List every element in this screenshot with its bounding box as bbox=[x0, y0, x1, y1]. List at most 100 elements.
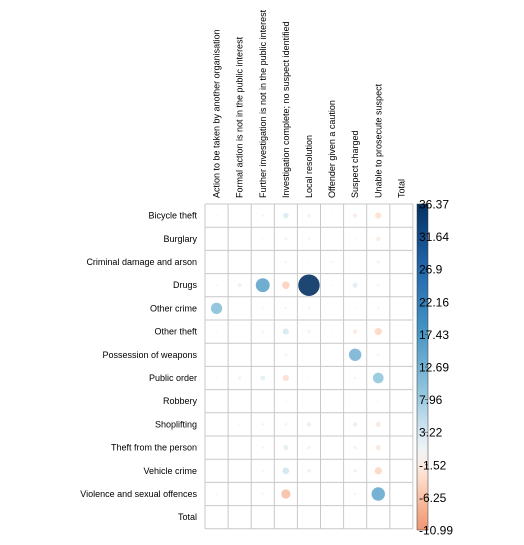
cell-circle bbox=[237, 283, 242, 288]
cell-circle bbox=[308, 400, 310, 402]
cell-circle bbox=[354, 307, 357, 310]
cell-circle bbox=[308, 353, 310, 356]
cell-circle bbox=[372, 372, 384, 384]
cell-circle bbox=[374, 467, 382, 475]
cell-circle bbox=[282, 467, 290, 475]
column-label: Investigation complete; no suspect ident… bbox=[281, 21, 291, 198]
cell-circle bbox=[261, 446, 265, 449]
cell-circle bbox=[282, 374, 289, 382]
column-label: Total bbox=[396, 179, 406, 198]
cell-circle bbox=[376, 283, 380, 287]
cell-circle bbox=[298, 274, 320, 296]
cell-circle bbox=[238, 376, 242, 380]
row-label: Public order bbox=[149, 373, 197, 383]
cell-circle bbox=[331, 447, 333, 449]
cell-circle bbox=[215, 492, 218, 496]
colorbar-tick-label: -10.99 bbox=[419, 524, 453, 538]
colorbar-tick-label: 36.37 bbox=[419, 198, 449, 212]
cell-circle bbox=[354, 237, 357, 240]
cell-circle bbox=[284, 260, 288, 264]
cell-circle bbox=[215, 446, 218, 449]
cell-circle bbox=[307, 307, 311, 310]
cell-circle bbox=[282, 328, 289, 335]
cell-circle bbox=[308, 493, 310, 495]
cell-circle bbox=[348, 348, 362, 362]
cell-circle bbox=[354, 261, 356, 263]
cell-circle bbox=[352, 282, 358, 288]
cell-circle bbox=[307, 377, 310, 379]
cell-circle bbox=[375, 421, 381, 427]
cell-circle bbox=[215, 377, 218, 379]
cell-circle bbox=[284, 237, 288, 241]
cell-circle bbox=[376, 236, 381, 241]
cell-circle bbox=[331, 493, 333, 495]
cell-circle bbox=[331, 238, 333, 240]
cell-circle bbox=[376, 307, 380, 310]
cell-circle bbox=[284, 423, 288, 426]
cell-circle bbox=[215, 400, 218, 402]
cell-circle bbox=[284, 353, 288, 357]
colorbar-tick-label: 17.43 bbox=[419, 328, 449, 342]
cell-circle bbox=[375, 212, 382, 219]
cell-circle bbox=[239, 215, 241, 217]
row-label: Total bbox=[178, 512, 197, 522]
cell-circle bbox=[306, 468, 311, 473]
colorbar-tick-label: 7.96 bbox=[419, 393, 443, 407]
row-label: Criminal damage and arson bbox=[86, 257, 197, 267]
cell-circle bbox=[284, 400, 287, 403]
cell-circle bbox=[284, 307, 288, 310]
cell-circle bbox=[330, 260, 334, 264]
cell-circle bbox=[261, 237, 264, 240]
cell-circle bbox=[375, 445, 381, 451]
colorbar-tick-label: 26.9 bbox=[419, 263, 443, 277]
cell-circle bbox=[331, 423, 333, 425]
cell-circle bbox=[331, 330, 333, 333]
cell-circle bbox=[353, 492, 357, 496]
cell-circle bbox=[238, 423, 241, 426]
cell-circle bbox=[331, 470, 333, 472]
cell-circle bbox=[331, 284, 334, 287]
column-label: Action to be taken by another organisati… bbox=[212, 29, 222, 198]
cell-circle bbox=[353, 445, 357, 450]
cell-circle bbox=[376, 260, 380, 264]
colorbar-tick-label: 22.16 bbox=[419, 295, 449, 309]
cell-circle bbox=[215, 330, 218, 333]
cell-circle bbox=[307, 261, 310, 263]
cell-circle bbox=[261, 214, 265, 217]
row-label: Robbery bbox=[163, 396, 198, 406]
cell-circle bbox=[282, 281, 290, 289]
cell-circle bbox=[307, 329, 311, 334]
cell-circle bbox=[353, 376, 357, 380]
cell-circle bbox=[354, 400, 356, 403]
cell-circle bbox=[306, 422, 312, 427]
cell-circle bbox=[260, 375, 266, 381]
cell-circle bbox=[307, 445, 311, 450]
cell-circle bbox=[261, 469, 265, 473]
cell-circle bbox=[283, 212, 289, 219]
cell-circle bbox=[261, 307, 264, 310]
cell-circle bbox=[255, 278, 270, 293]
cell-circle bbox=[352, 213, 358, 218]
colorbar-tick-label: -6.25 bbox=[419, 491, 447, 505]
cell-circle bbox=[352, 422, 358, 427]
cell-circle bbox=[377, 400, 380, 403]
cell-circle bbox=[215, 469, 218, 472]
cell-circle bbox=[262, 400, 264, 402]
cell-circle bbox=[261, 330, 265, 333]
cell-circle bbox=[238, 307, 241, 310]
cell-circle bbox=[215, 284, 218, 287]
row-label: Drugs bbox=[173, 280, 198, 290]
cell-circle bbox=[376, 353, 380, 357]
column-label: Local resolution bbox=[304, 135, 314, 198]
cell-circle bbox=[352, 329, 358, 334]
cell-circle bbox=[215, 238, 218, 240]
cell-circle bbox=[262, 354, 264, 356]
row-label: Theft from the person bbox=[111, 443, 197, 453]
cell-circle bbox=[331, 307, 333, 310]
column-label: Suspect charged bbox=[350, 130, 360, 198]
row-label: Other theft bbox=[154, 327, 197, 337]
cell-circle bbox=[371, 487, 385, 501]
row-label: Other crime bbox=[150, 303, 197, 313]
